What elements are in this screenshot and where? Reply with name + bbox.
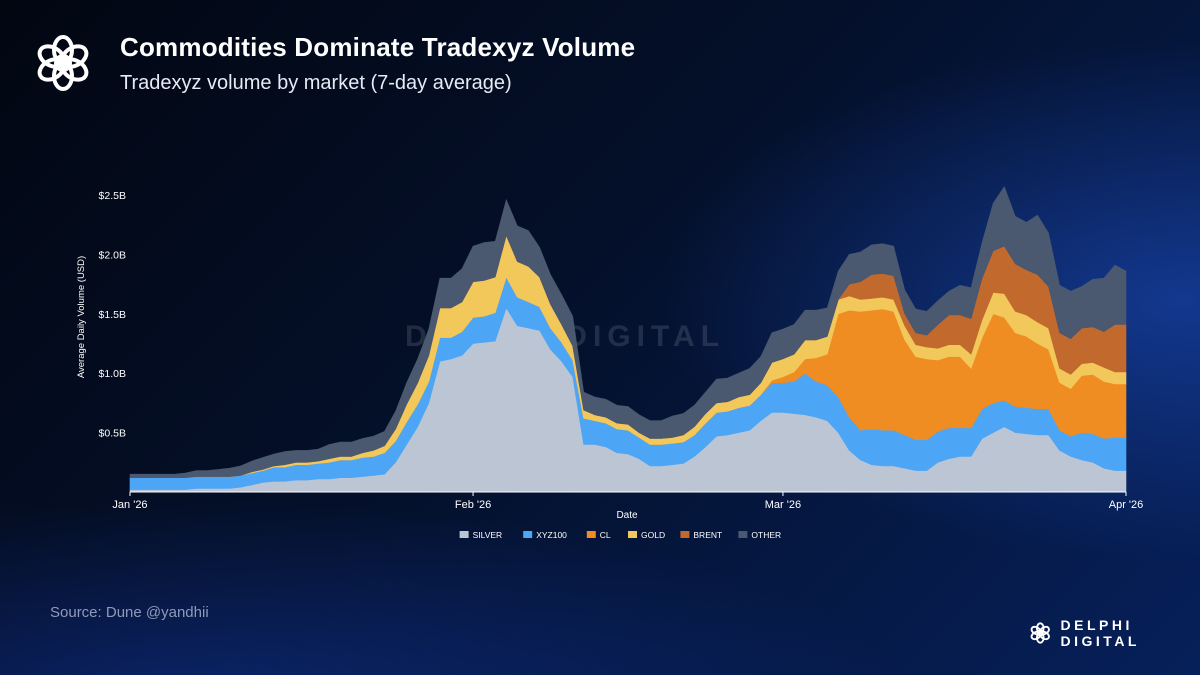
legend-swatch-gold [628, 531, 637, 538]
brand-footer: DELPHI DIGITAL [1028, 617, 1200, 649]
legend-swatch-xyz100 [523, 531, 533, 538]
delphi-small-logo-icon [1030, 622, 1050, 644]
y-tick-label: $0.5B [99, 428, 126, 440]
legend-swatch-other [738, 531, 748, 538]
y-tick-label: $1.5B [99, 309, 126, 321]
legend-swatch-cl [586, 531, 596, 538]
legend-label-other: OTHER [751, 530, 781, 540]
chart-legend: SILVER XYZ100 CL GOLD BRENT OTHER [459, 530, 781, 540]
legend-swatch-silver [459, 531, 469, 538]
y-tick-label: $1.0B [99, 368, 126, 380]
source-note: Source: Dune @yandhii [50, 604, 209, 621]
legend-label-silver: SILVER [473, 530, 503, 540]
x-axis-label: Date [616, 510, 638, 521]
legend-label-gold: GOLD [641, 530, 665, 540]
y-tick-label: $2.0B [99, 249, 126, 261]
area-other [129, 186, 1127, 478]
y-axis-ticks: $0.5B $1.0B $1.5B $2.0B $2.5B [99, 190, 126, 440]
x-tick-label: Apr '26 [1109, 499, 1144, 511]
legend-label-xyz100: XYZ100 [536, 530, 567, 540]
x-tick-label: Feb '26 [455, 499, 491, 511]
brand-name: DELPHI DIGITAL [1060, 617, 1140, 649]
delphi-logo-icon [37, 35, 89, 91]
page-title: Commodities Dominate Tradexyz Volume [120, 32, 636, 62]
x-axis-ticks: Jan '26 Feb '26 Mar '26 Apr '26 [112, 492, 1143, 511]
x-tick-label: Mar '26 [765, 499, 801, 511]
y-axis-label: Average Daily Volume (USD) [76, 256, 87, 378]
x-tick-label: Jan '26 [112, 499, 147, 511]
y-tick-label: $2.5B [99, 190, 126, 202]
page-subtitle: Tradexyz volume by market (7-day average… [120, 72, 512, 94]
legend-swatch-brent [680, 531, 690, 538]
legend-label-cl: CL [600, 530, 611, 540]
legend-label-brent: BRENT [693, 530, 722, 540]
